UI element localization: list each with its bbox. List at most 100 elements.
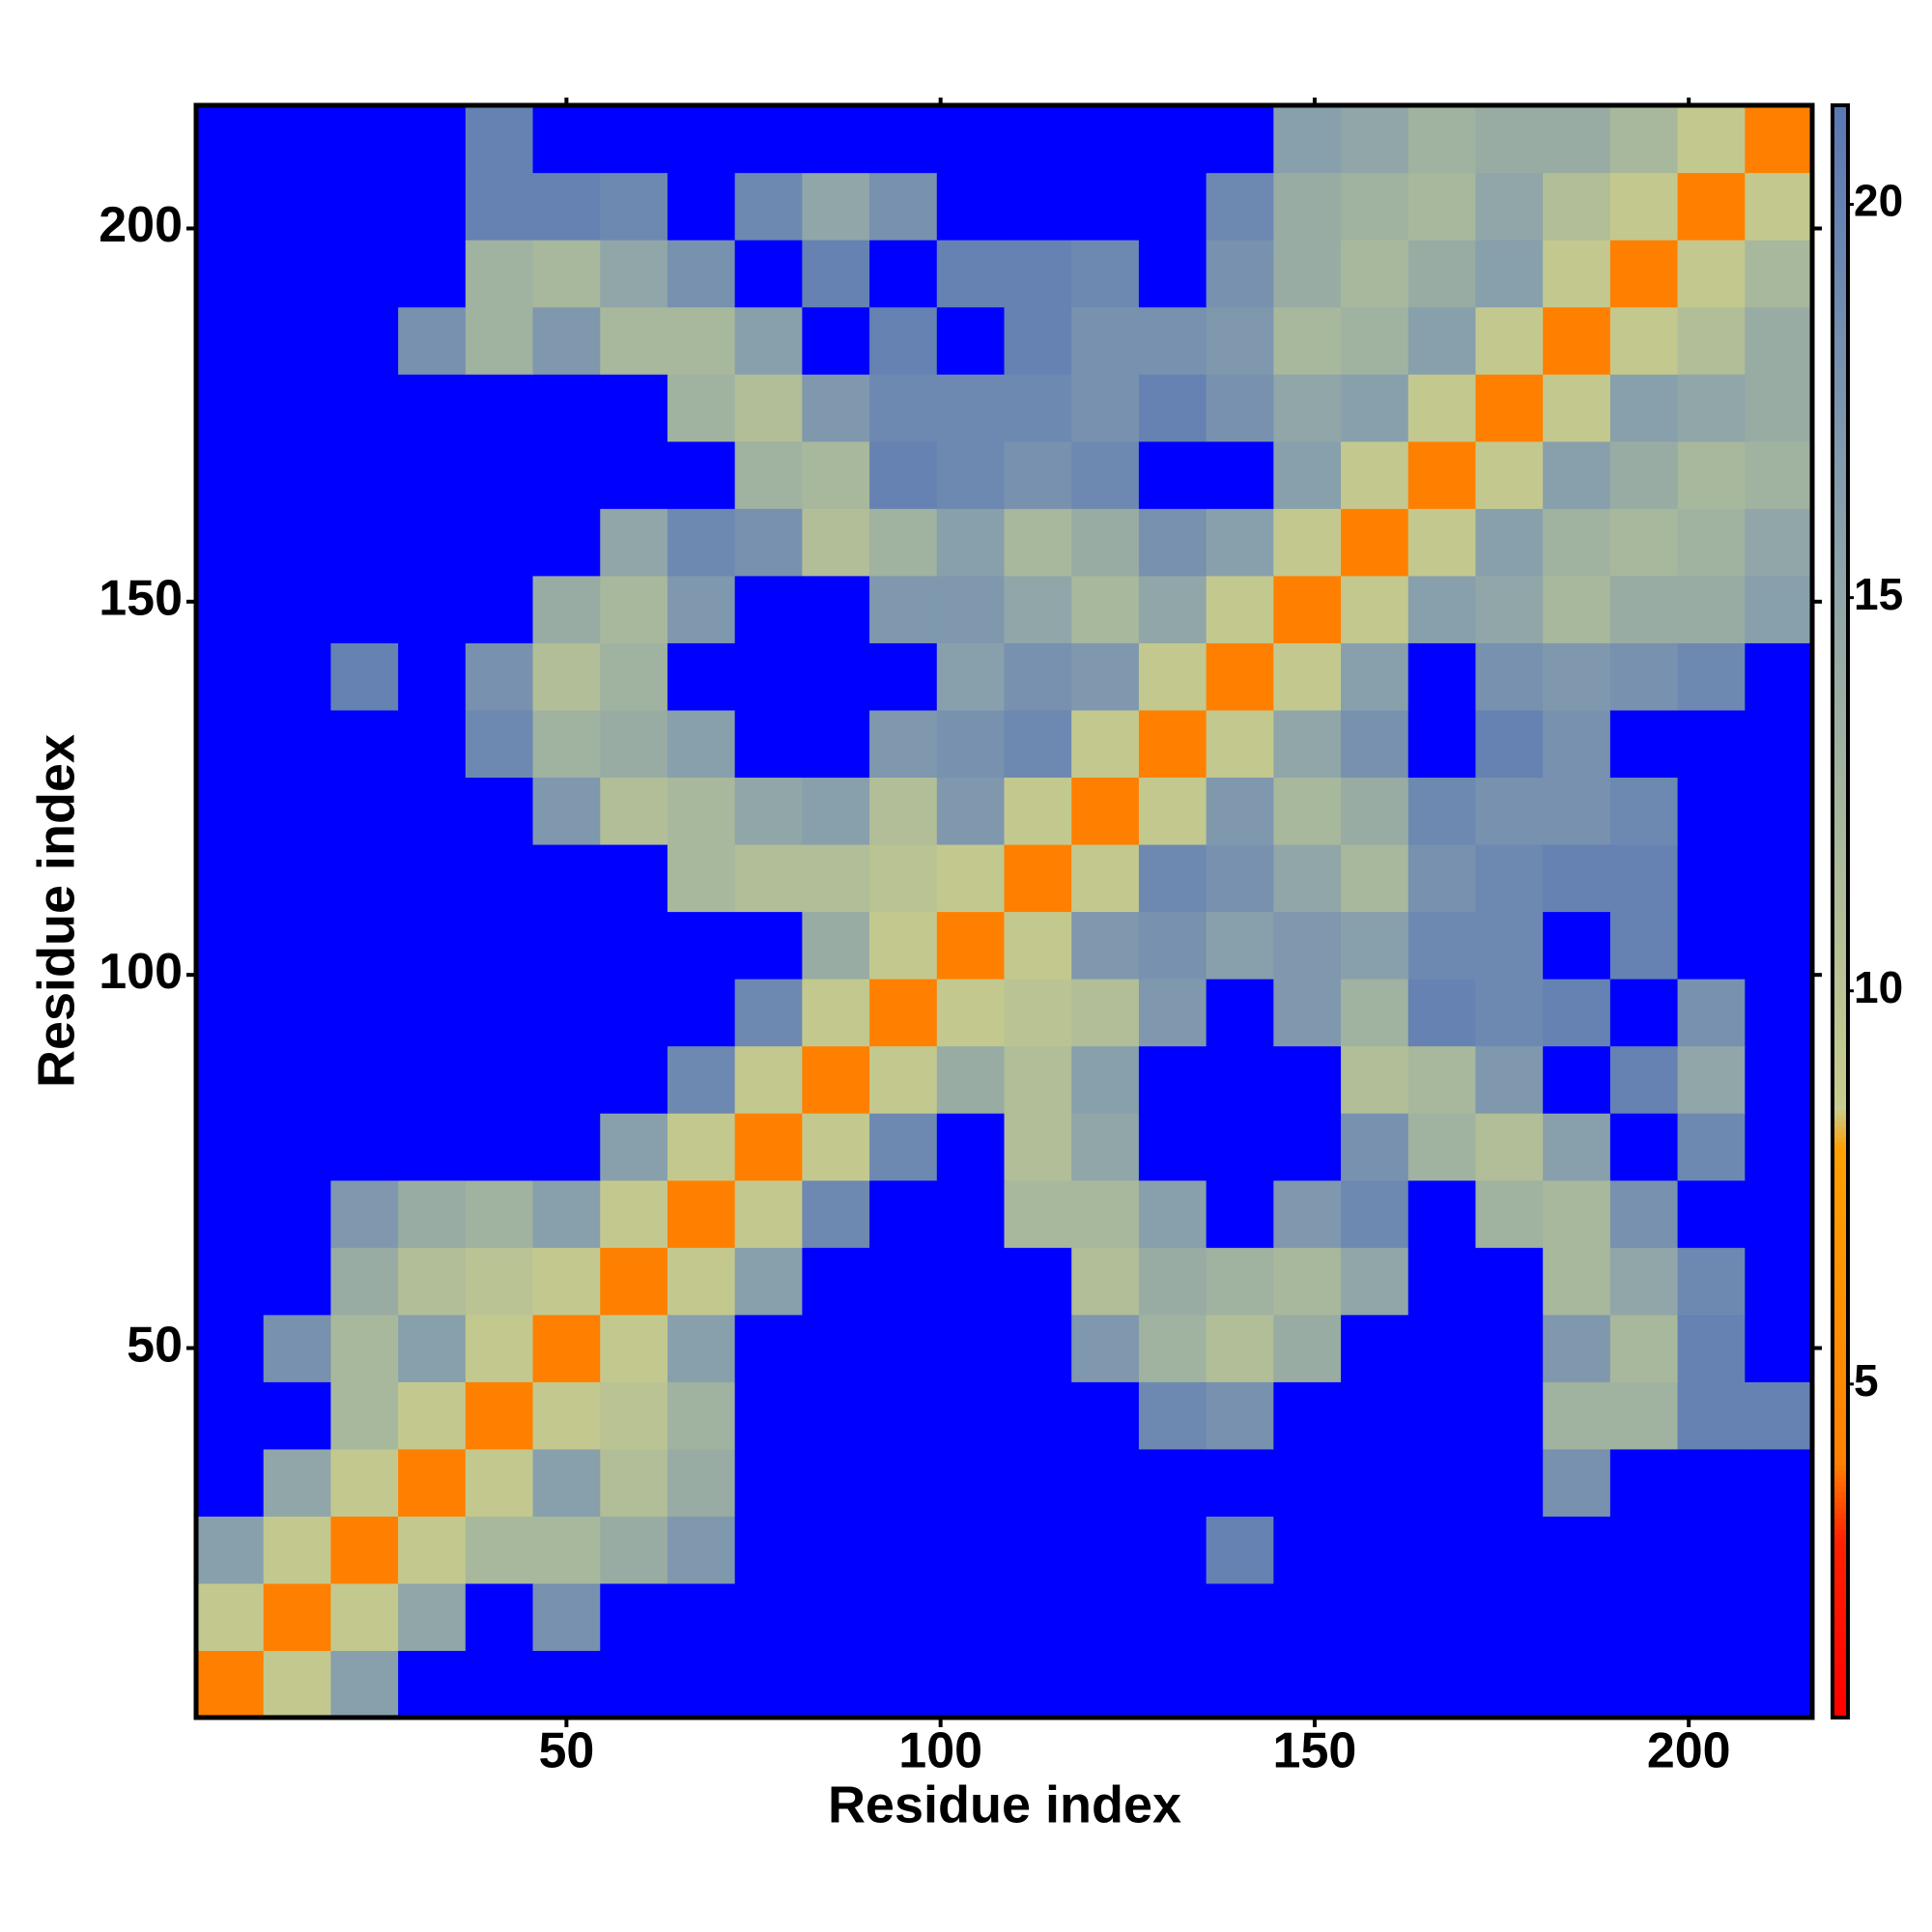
heatmap-cell xyxy=(532,172,601,241)
heatmap-cell xyxy=(263,1381,332,1450)
heatmap-cell xyxy=(1609,1448,1679,1517)
colorbar-step xyxy=(1833,105,1848,112)
colorbar-step xyxy=(1833,1330,1848,1337)
heatmap-cell xyxy=(263,508,332,577)
colorbar-step xyxy=(1833,1077,1848,1085)
heatmap-cell xyxy=(196,1113,265,1181)
heatmap-cell xyxy=(802,979,870,1047)
heatmap-cell xyxy=(1071,575,1140,643)
heatmap-cell xyxy=(1138,911,1208,980)
colorbar-step xyxy=(1833,546,1848,553)
heatmap-cell xyxy=(1138,374,1208,442)
heatmap-cell xyxy=(1206,1247,1274,1316)
heatmap-cell xyxy=(1407,1381,1477,1450)
colorbar-step xyxy=(1833,766,1848,773)
colorbar-tick-label: 15 xyxy=(1854,569,1903,619)
colorbar-step xyxy=(1833,750,1848,756)
heatmap-cell xyxy=(667,1448,736,1517)
heatmap-cell xyxy=(1206,1314,1274,1382)
colorbar-step xyxy=(1833,578,1848,584)
colorbar-step xyxy=(1833,400,1848,408)
heatmap-cell xyxy=(465,1113,534,1181)
colorbar-step xyxy=(1833,852,1848,859)
heatmap-cell xyxy=(1543,843,1611,913)
colorbar-step xyxy=(1833,438,1848,445)
heatmap-cell xyxy=(1273,1448,1342,1517)
heatmap-cell xyxy=(667,1650,736,1719)
heatmap-cell xyxy=(1138,1448,1208,1517)
heatmap-cell xyxy=(330,777,399,845)
heatmap-cell xyxy=(1543,575,1611,643)
heatmap-cell xyxy=(1138,843,1208,913)
colorbar-step xyxy=(1833,1035,1848,1041)
heatmap-cell xyxy=(1543,1045,1611,1114)
colorbar-step xyxy=(1833,1228,1848,1235)
colorbar-step xyxy=(1833,1373,1848,1380)
colorbar-step xyxy=(1833,809,1848,815)
colorbar: 5 10 15 20 xyxy=(1831,103,1903,1719)
colorbar-step xyxy=(1833,1588,1848,1595)
colorbar-step xyxy=(1833,1437,1848,1444)
heatmap-cell xyxy=(1004,1448,1072,1517)
heatmap-cell xyxy=(263,1045,332,1114)
colorbar-step xyxy=(1833,309,1848,316)
heatmap-cell xyxy=(1341,1448,1409,1517)
heatmap-cell xyxy=(1475,1650,1544,1719)
colorbar-step xyxy=(1833,1336,1848,1343)
heatmap-cell xyxy=(1677,374,1746,442)
heatmap-cell xyxy=(532,1650,601,1719)
heatmap-cell xyxy=(936,105,1006,174)
heatmap-cell xyxy=(330,508,399,577)
heatmap-cell xyxy=(1206,979,1274,1047)
heatmap-cell xyxy=(1543,777,1611,845)
heatmap-cell xyxy=(936,1247,1006,1316)
colorbar-step xyxy=(1833,540,1848,547)
heatmap-cell xyxy=(1138,1045,1208,1114)
colorbar-step xyxy=(1833,374,1848,381)
colorbar-step xyxy=(1833,1003,1848,1009)
heatmap-cell xyxy=(1609,911,1679,980)
heatmap-cell xyxy=(734,642,803,711)
heatmap-cell xyxy=(869,172,938,241)
heatmap-cell xyxy=(734,172,803,241)
colorbar-step xyxy=(1833,991,1848,999)
heatmap-cell xyxy=(802,172,870,241)
heatmap-cell xyxy=(667,1045,736,1114)
heatmap-cell xyxy=(1609,172,1679,241)
heatmap-cell xyxy=(330,1113,399,1181)
heatmap-cell xyxy=(1273,642,1342,711)
heatmap-cell xyxy=(1138,1650,1208,1719)
colorbar-step xyxy=(1833,1631,1848,1638)
heatmap-cell xyxy=(532,1448,601,1517)
heatmap-cell xyxy=(869,1045,938,1114)
colorbar-step xyxy=(1833,481,1848,488)
heatmap-cell xyxy=(1543,1582,1611,1652)
heatmap-cell xyxy=(532,306,601,375)
heatmap-cell xyxy=(667,1314,736,1382)
heatmap-cell xyxy=(1677,1516,1746,1584)
heatmap-cell xyxy=(1677,240,1746,308)
heatmap-cell xyxy=(398,1582,467,1652)
colorbar-step xyxy=(1833,1448,1848,1455)
heatmap-cell xyxy=(1407,1113,1477,1181)
colorbar-step xyxy=(1833,819,1848,827)
colorbar-step xyxy=(1833,1701,1848,1708)
colorbar-step xyxy=(1833,696,1848,703)
heatmap-cell xyxy=(734,911,803,980)
colorbar-step xyxy=(1833,1582,1848,1590)
heatmap-cell xyxy=(1206,575,1274,643)
colorbar-step xyxy=(1833,825,1848,832)
colorbar-step xyxy=(1833,422,1848,429)
heatmap-cell xyxy=(263,374,332,442)
heatmap-cell xyxy=(330,1314,399,1382)
heatmap-cells xyxy=(196,105,1813,1719)
heatmap-cell xyxy=(398,911,467,980)
heatmap-cell xyxy=(330,1179,399,1248)
heatmap-cell xyxy=(1475,1516,1544,1584)
heatmap-cell xyxy=(1475,979,1544,1047)
heatmap-cell xyxy=(1407,440,1477,509)
colorbar-step xyxy=(1833,217,1848,224)
colorbar-step xyxy=(1833,1556,1848,1563)
heatmap-cell xyxy=(1341,642,1409,711)
heatmap-cell xyxy=(1475,777,1544,845)
